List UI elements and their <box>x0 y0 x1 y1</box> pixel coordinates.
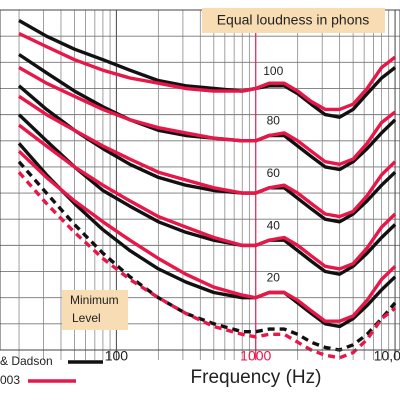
curve <box>18 94 397 219</box>
legend-label: 003 <box>0 373 20 387</box>
overlay: 100 1000 10,000 100 80 60 40 20 Equal loudness i… <box>0 8 400 388</box>
chart-title: Equal loudness in phons <box>217 12 370 28</box>
axis-frame <box>0 9 400 351</box>
curve <box>17 149 397 323</box>
curve-label: 80 <box>267 114 281 128</box>
curve <box>17 123 397 271</box>
annotation: Minimum <box>70 293 119 307</box>
curve-label: 40 <box>267 218 281 232</box>
title-box <box>202 8 385 33</box>
curve-label: 60 <box>267 166 281 180</box>
curve-label: 20 <box>267 271 281 285</box>
curve <box>18 19 397 119</box>
curve <box>17 160 397 352</box>
curve <box>17 171 397 360</box>
x-axis-label: Frequency (Hz) <box>191 367 322 388</box>
x-tick-label: 100 <box>105 348 129 364</box>
legend-label: & Dadson <box>0 354 53 368</box>
curve-label: 100 <box>263 64 283 78</box>
curve <box>18 66 397 166</box>
annotation: Level <box>72 311 101 325</box>
x-tick-label: 1000 <box>240 348 271 364</box>
annotation-box <box>62 290 128 330</box>
plot-area <box>17 19 397 360</box>
x-tick-label: 10,000 <box>374 348 400 364</box>
curve <box>18 31 397 112</box>
curve <box>18 53 397 172</box>
